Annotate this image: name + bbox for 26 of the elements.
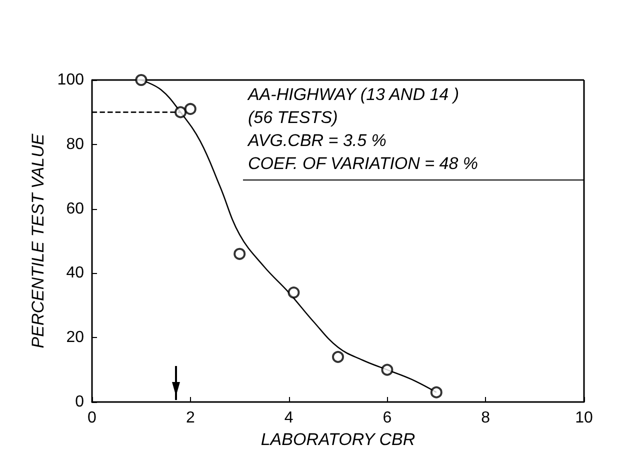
y-tick-label: 40 — [66, 264, 84, 282]
point — [135, 74, 148, 86]
point — [381, 364, 394, 376]
x-tick-label: 2 — [186, 410, 195, 426]
y-tick-label: 80 — [66, 136, 84, 153]
x-tick-label: 8 — [481, 410, 490, 426]
point — [332, 350, 344, 363]
y-tick-label: 60 — [66, 200, 84, 218]
x-axis-title: LABORATORY CBR — [260, 430, 416, 449]
y-tick-label: 20 — [66, 329, 84, 346]
point — [430, 386, 442, 398]
annotation: AVG.CBR = 3.5 % — [247, 131, 386, 150]
x-tick-label: 10 — [575, 410, 593, 426]
point — [234, 248, 246, 260]
annotation: (56 TESTS) — [248, 108, 338, 127]
x-tick-label: 6 — [382, 410, 392, 426]
point — [184, 102, 196, 115]
y-tick-label: 0 — [75, 394, 84, 410]
x-tick-label: 0 — [88, 410, 97, 426]
y-axis-title: PERCENTILE TEST VALUE — [28, 133, 48, 348]
annotation: COEF. OF VARIATION = 48 % — [248, 154, 478, 173]
point — [288, 286, 300, 299]
x-tick-label: 4 — [284, 410, 294, 426]
annotation: AA-HIGHWAY (13 AND 14 ) — [247, 85, 459, 104]
point — [174, 106, 187, 118]
y-tick-label: 100 — [57, 72, 84, 88]
